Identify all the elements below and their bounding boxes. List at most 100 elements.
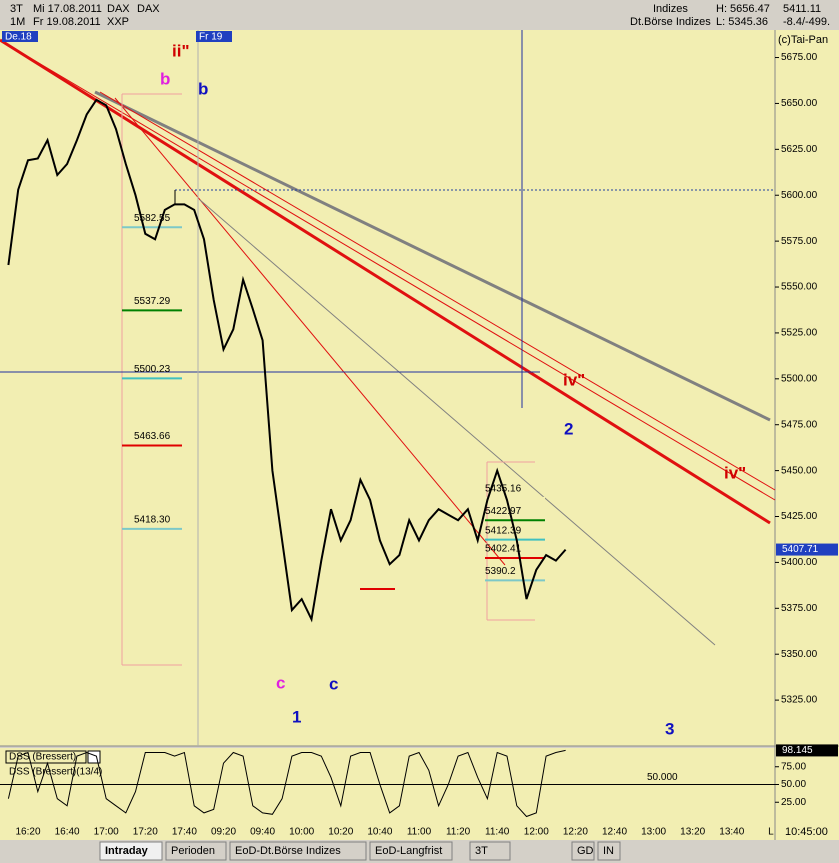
x-tick-label: 12:40 bbox=[602, 827, 627, 838]
price-line bbox=[7, 98, 567, 623]
y-tick-label: 5525.00 bbox=[781, 328, 818, 339]
x-tick-label: 12:20 bbox=[563, 827, 588, 838]
dss-line bbox=[7, 749, 566, 818]
toolbar-tab[interactable] bbox=[571, 841, 595, 861]
indicator-subtitle: DSS (Bressert)(13/4) bbox=[9, 767, 102, 778]
toolbar-tab[interactable] bbox=[469, 841, 511, 861]
y-tick-label: 5550.00 bbox=[781, 282, 818, 293]
y-tick-label: 75.00 bbox=[781, 761, 806, 772]
trend-line bbox=[0, 39, 776, 501]
high: H: 5656.47 bbox=[716, 3, 770, 15]
x-tick-label: L bbox=[768, 827, 774, 838]
toolbar-tab[interactable] bbox=[369, 841, 453, 861]
y-tick-label: 5325.00 bbox=[781, 695, 818, 706]
y-tick-label: 5650.00 bbox=[781, 98, 818, 109]
x-tick-label: 10:00 bbox=[289, 827, 314, 838]
dss-tag bbox=[776, 744, 838, 757]
y-tick-label: 5350.00 bbox=[781, 649, 818, 660]
name: DAX bbox=[137, 3, 160, 15]
toolbar-tab-label[interactable]: Perioden bbox=[171, 845, 215, 857]
y-tick-label: 5575.00 bbox=[781, 236, 818, 247]
toolbar-tab-label[interactable]: IN bbox=[603, 845, 614, 857]
toolbar-tab-label[interactable]: EoD-Langfrist bbox=[375, 845, 442, 857]
y-tick-label: 5400.00 bbox=[781, 557, 818, 568]
trend-line bbox=[99, 91, 776, 491]
y-tick-label: 5500.00 bbox=[781, 373, 818, 384]
y-tick-label: 5625.00 bbox=[781, 144, 818, 155]
wave-label: b bbox=[198, 79, 208, 98]
date-tag-label: De.18 bbox=[5, 32, 32, 43]
x-tick-label: 17:40 bbox=[172, 827, 197, 838]
level-label: 5582.55 bbox=[134, 213, 171, 224]
date-tag bbox=[196, 31, 232, 42]
wave-label: c bbox=[329, 674, 338, 693]
y-tick-label: 50.00 bbox=[781, 779, 806, 790]
level-label: 5463.66 bbox=[134, 431, 171, 442]
toolbar-tab-label[interactable]: 3T bbox=[475, 845, 488, 857]
toolbar-tab[interactable] bbox=[229, 841, 367, 861]
trend-line bbox=[199, 199, 716, 646]
x-tick-label: 09:20 bbox=[211, 827, 236, 838]
indicator-tab[interactable] bbox=[5, 750, 87, 764]
x-tick-label: 16:40 bbox=[55, 827, 80, 838]
x-tick-label: 12:00 bbox=[524, 827, 549, 838]
level-label: 5537.29 bbox=[134, 296, 171, 307]
dss-tag-label: 98.145 bbox=[782, 745, 813, 756]
toolbar-tab[interactable] bbox=[165, 841, 227, 861]
date-tag-label: Fr 19 bbox=[199, 32, 223, 43]
low: L: 5345.36 bbox=[716, 16, 768, 28]
last-price-tag bbox=[776, 543, 838, 556]
trend-line bbox=[0, 38, 771, 525]
date-tag bbox=[2, 31, 38, 42]
level-label: 5418.30 bbox=[134, 514, 171, 525]
clock: 10:45:00 bbox=[785, 826, 828, 838]
x-tick-label: 11:40 bbox=[485, 827, 510, 838]
x-tick-label: 16:20 bbox=[15, 827, 40, 838]
date-to: Fr 19.08.2011 bbox=[33, 16, 101, 28]
x-tick-label: 13:40 bbox=[719, 827, 744, 838]
market: Dt.Börse Indizes bbox=[630, 16, 711, 28]
toolbar-tab-label[interactable]: EoD-Dt.Börse Indizes bbox=[235, 845, 341, 857]
header-bar bbox=[0, 0, 839, 30]
date-from: Mi 17.08.2011 bbox=[33, 3, 102, 15]
exchange: XXP bbox=[107, 16, 129, 28]
time-axis bbox=[0, 822, 839, 840]
wave-label: 2 bbox=[564, 419, 573, 438]
y-tick-label: 5450.00 bbox=[781, 465, 818, 476]
wave-label: 3 bbox=[665, 719, 674, 738]
wave-label: ii" bbox=[172, 41, 190, 60]
add-indicator-button[interactable] bbox=[87, 750, 101, 764]
level-label: 5500.23 bbox=[134, 364, 171, 375]
toolbar-tab[interactable] bbox=[99, 841, 163, 861]
trend-line bbox=[94, 90, 771, 422]
indicator-title: DSS (Bressert) bbox=[9, 752, 76, 763]
x-tick-label: 13:00 bbox=[641, 827, 666, 838]
toolbar-tab-label[interactable]: GD bbox=[577, 845, 594, 857]
y-tick-label: 25.00 bbox=[781, 797, 806, 808]
wave-label: iv" bbox=[563, 370, 585, 389]
x-tick-label: 11:20 bbox=[446, 827, 471, 838]
y-tick-label: 5425.00 bbox=[781, 511, 818, 522]
x-tick-label: 11:00 bbox=[407, 827, 432, 838]
x-tick-label: 10:20 bbox=[328, 827, 353, 838]
x-tick-label: 13:20 bbox=[680, 827, 705, 838]
y-tick-label: 5600.00 bbox=[781, 190, 818, 201]
x-tick-label: 10:40 bbox=[367, 827, 392, 838]
price-axis bbox=[775, 30, 839, 822]
wave-label: 1 bbox=[292, 707, 301, 726]
wave-label: b bbox=[160, 69, 170, 88]
x-tick-label: 17:00 bbox=[94, 827, 119, 838]
copyright: (c)Tai-Pan bbox=[778, 34, 828, 46]
wave-label: c bbox=[276, 673, 285, 692]
level-label: 5412.39 bbox=[485, 525, 522, 536]
price-panel bbox=[0, 30, 775, 746]
x-tick-label: 17:20 bbox=[133, 827, 158, 838]
toolbar-tab[interactable] bbox=[597, 841, 621, 861]
level-label: 5422.97 bbox=[485, 506, 522, 517]
trend-line bbox=[114, 97, 506, 566]
level-label: 5390.2 bbox=[485, 566, 516, 577]
symbol: DAX bbox=[107, 3, 130, 15]
y-tick-label: 5675.00 bbox=[781, 52, 818, 63]
toolbar-tab-label[interactable]: Intraday bbox=[105, 845, 149, 857]
